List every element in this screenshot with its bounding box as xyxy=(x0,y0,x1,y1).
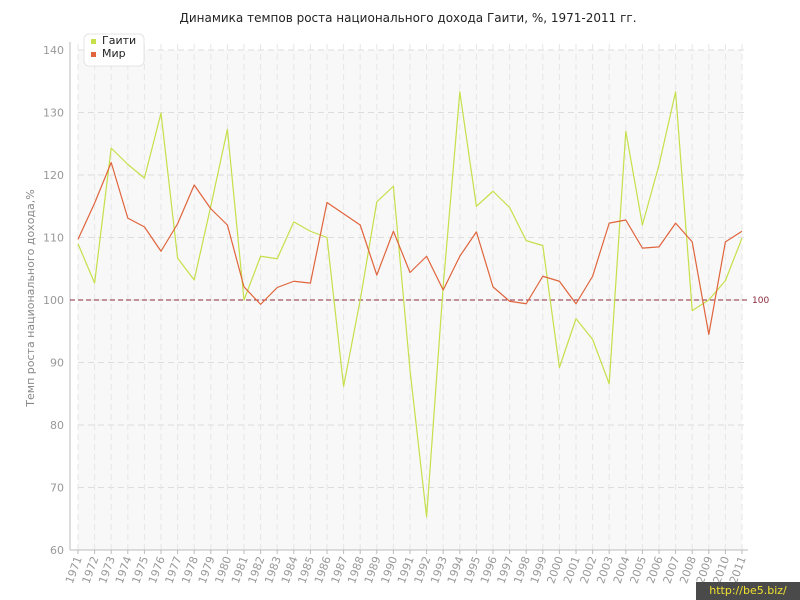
watermark: http://be5.biz/ xyxy=(696,582,800,600)
chart-title: Динамика темпов роста национального дохо… xyxy=(179,11,636,25)
reference-line-label: 100 xyxy=(752,296,769,306)
legend-label: Гаити xyxy=(102,34,136,47)
y-tick-label: 80 xyxy=(50,419,64,432)
y-tick-label: 120 xyxy=(43,169,64,182)
legend-marker xyxy=(91,52,96,57)
x-tick-labels: 1971197219731974197519761977197819791980… xyxy=(63,555,749,586)
legend-marker xyxy=(91,39,96,44)
reference-line: 100 xyxy=(70,296,769,306)
series-line-world xyxy=(77,161,743,335)
y-tick-label: 140 xyxy=(43,44,64,57)
legend-box xyxy=(83,33,145,67)
series-lines xyxy=(77,91,743,518)
y-tick-labels: 60 70 80 90 100 110 120 130 140 xyxy=(43,44,64,557)
y-tick-label: 90 xyxy=(50,357,64,370)
y-tick-label: 130 xyxy=(43,107,64,120)
y-tick-label: 60 xyxy=(50,544,64,557)
series-line-haiti xyxy=(77,91,743,518)
y-axis-label: Темп роста национального дохода,% xyxy=(24,189,37,407)
legend-label: Мир xyxy=(102,47,126,60)
y-tick-label: 70 xyxy=(50,482,64,495)
axes xyxy=(69,42,748,554)
y-tick-label: 110 xyxy=(43,232,64,245)
grid xyxy=(77,44,748,551)
y-tick-label: 100 xyxy=(43,294,64,307)
